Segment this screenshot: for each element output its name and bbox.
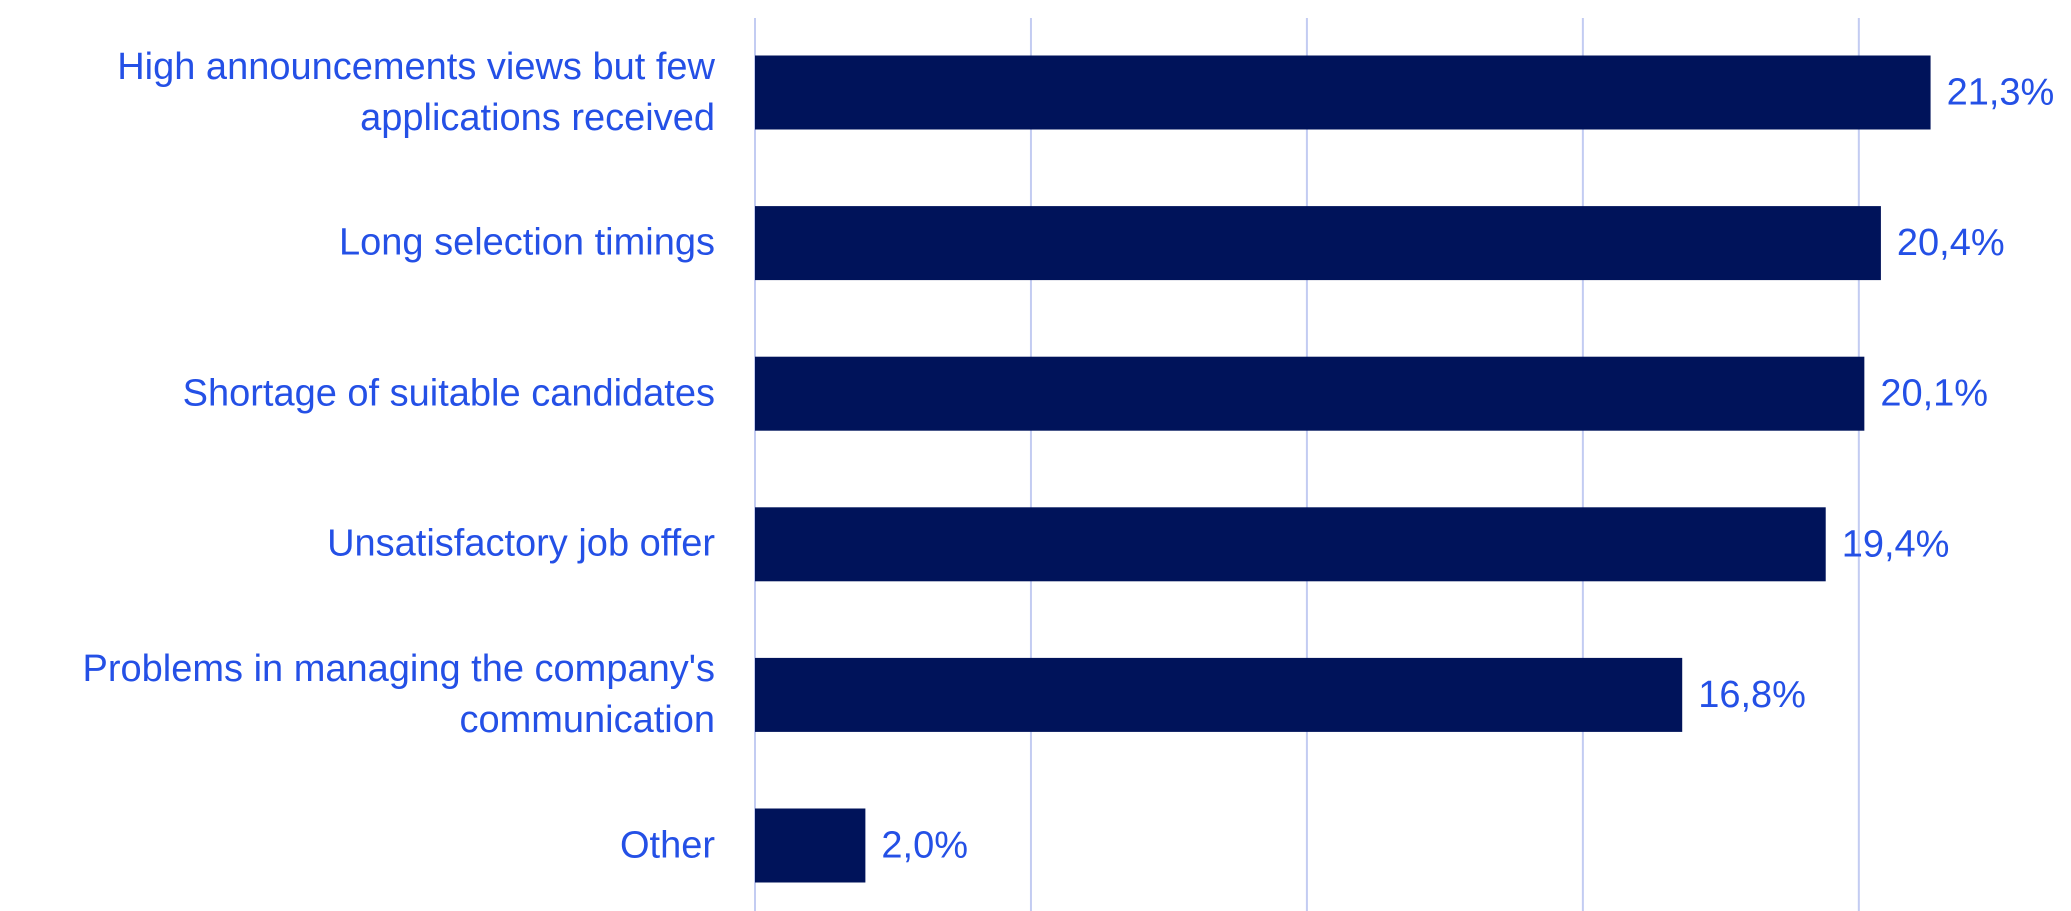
value-label: 19,4% (1842, 523, 1950, 565)
value-label: 20,1% (1880, 373, 1988, 415)
value-label: 20,4% (1897, 222, 2005, 264)
bar (755, 657, 1683, 732)
bar (755, 55, 1931, 130)
bar (755, 356, 1865, 431)
value-label: 21,3% (1947, 72, 2055, 114)
category-label: Problems in managing the company's commu… (82, 647, 715, 741)
category-label: Shortage of suitable candidates (182, 372, 715, 415)
category-label: Unsatisfactory job offer (327, 522, 715, 565)
bar (755, 206, 1881, 281)
value-label: 16,8% (1698, 674, 1806, 716)
bar (755, 507, 1826, 582)
bar (755, 808, 866, 883)
category-label: High announcements views but few applica… (117, 45, 715, 139)
category-label: Other (619, 824, 715, 866)
category-label: Long selection timings (339, 221, 715, 264)
value-label: 2,0% (881, 825, 968, 867)
